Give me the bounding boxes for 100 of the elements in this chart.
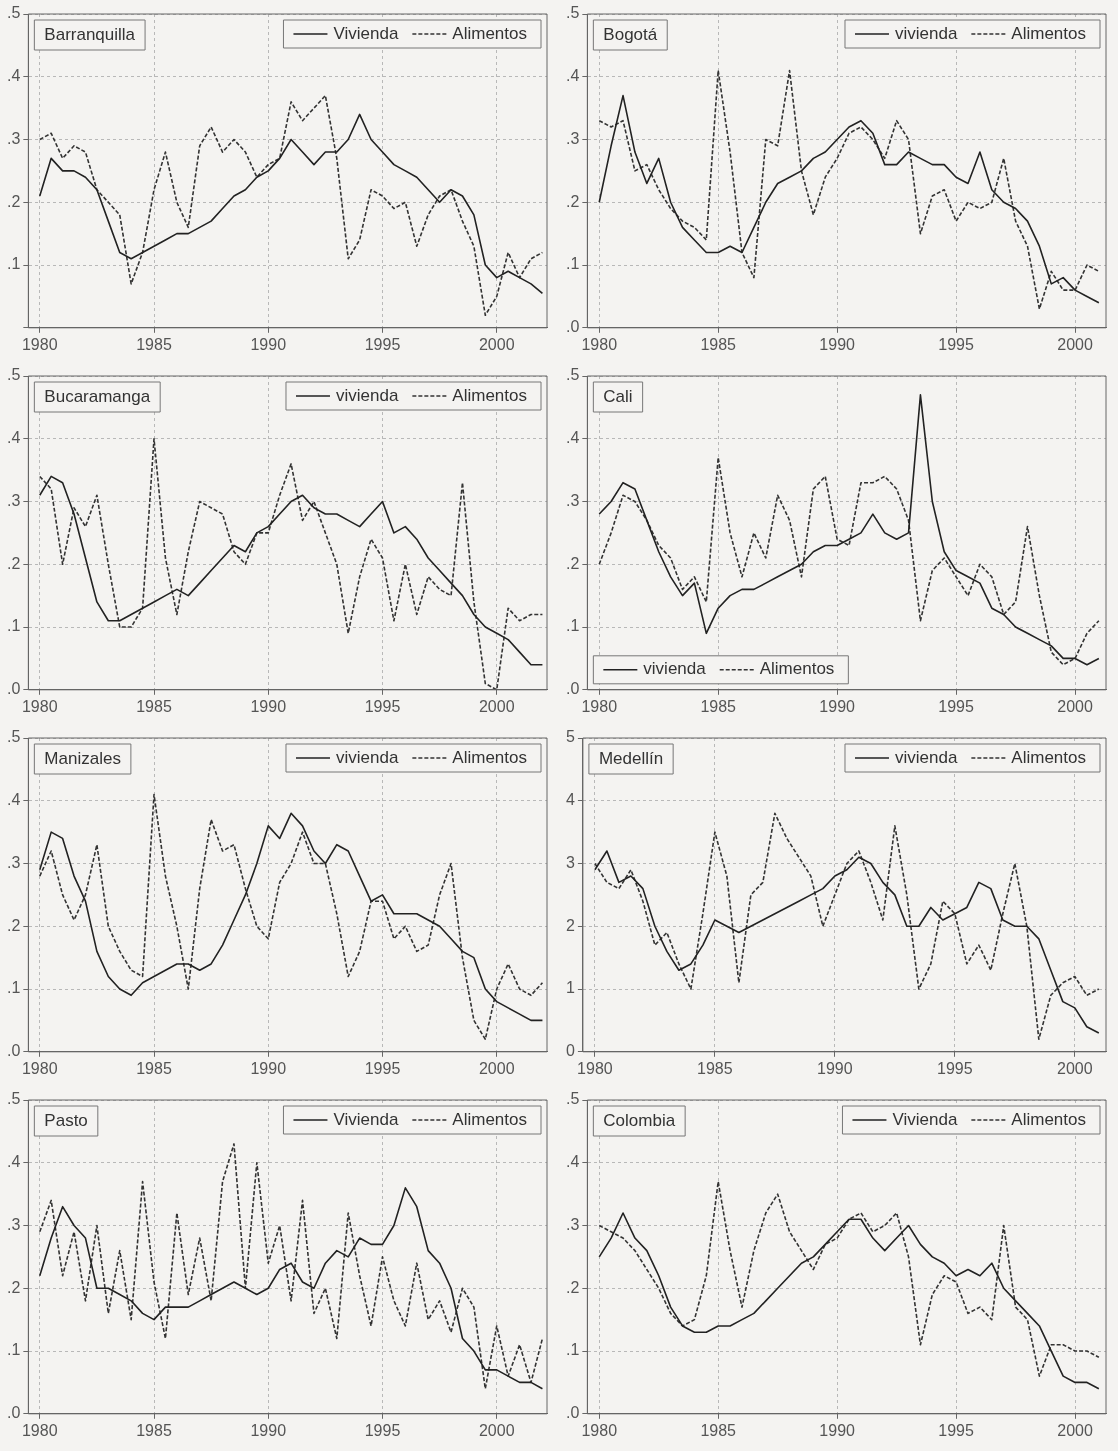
y-tick-label: .5 [7,4,21,22]
x-tick-label: 1980 [21,335,58,353]
line-series [38,793,544,1041]
y-tick-label: .0 [7,680,21,698]
x-tick-label: 1995 [364,1421,401,1439]
x-tick-label: 1990 [817,1059,853,1077]
y-tick-label: 3 [565,853,575,871]
x-tick-label: 1995 [938,1421,975,1439]
x-tick-label: 1995 [937,1059,973,1077]
x-tick-label: 1980 [581,335,618,353]
y-tick-label: .1 [7,617,21,635]
y-tick-label: 2 [565,916,575,934]
y-tick-label: .4 [7,1153,21,1171]
y-tick-label: .4 [566,67,580,85]
legend-label: Alimentos [452,747,527,767]
legend-label: vivienda [894,747,958,767]
text: Barranquilla [44,24,136,44]
legend-label: Alimentos [759,659,835,679]
legend-label: vivienda [894,23,958,43]
y-tick-label: .4 [7,429,21,447]
y-tick-label: .0 [566,318,580,336]
y-tick-label: .1 [7,1341,21,1359]
legend-label: Vivienda [333,1109,399,1129]
y-tick-label: .3 [7,129,21,147]
x-tick-label: 2000 [1057,697,1093,715]
y-tick-label: .4 [566,429,580,447]
y-tick-label: .4 [7,67,21,85]
text: Medellín [598,748,664,768]
x-tick-label: 2000 [1057,335,1093,353]
y-tick-label: .0 [566,680,580,698]
y-tick-label: .5 [7,1090,21,1108]
x-tick-label: 1995 [364,1059,401,1077]
x-tick-label: 1985 [700,335,737,353]
x-tick-label: 1995 [938,697,975,715]
y-tick-label: .2 [7,916,21,934]
text: Manizales [44,748,121,768]
text: Pasto [44,1110,88,1130]
line-series [38,1143,544,1390]
y-tick-label: .3 [7,491,21,509]
text: Cali [603,386,633,406]
x-tick-label: 2000 [478,335,515,353]
legend-label: vivienda [335,747,399,767]
y-tick-label: .1 [7,255,21,273]
y-tick-label: 1 [565,979,575,997]
text: Colombia [603,1110,676,1130]
legend-label: Alimentos [1011,747,1086,767]
x-tick-label: 2000 [1057,1059,1093,1077]
y-tick-label: 4 [565,791,575,809]
x-tick-label: 2000 [478,697,515,715]
y-tick-label: .2 [7,554,21,572]
y-tick-label: .4 [566,1153,580,1171]
line-series [38,437,544,690]
legend-label: Alimentos [452,385,527,405]
x-tick-label: 1990 [250,1421,287,1439]
y-tick-label: .5 [7,366,21,384]
x-tick-label: 1985 [700,1421,737,1439]
y-tick-label: .0 [566,1404,580,1422]
y-tick-label: .0 [7,1042,21,1060]
x-tick-label: 2000 [478,1059,515,1077]
y-tick-label: .0 [7,1404,21,1422]
y-tick-label: .4 [7,791,21,809]
y-tick-label: .1 [566,617,580,635]
y-tick-label: .2 [7,192,21,210]
x-tick-label: 1985 [136,1059,172,1077]
x-tick-label: 1995 [364,697,401,715]
y-tick-label: .2 [7,1278,21,1296]
y-tick-label: .1 [7,979,21,997]
x-tick-label: 1980 [21,1421,58,1439]
y-tick-label: .1 [566,255,580,273]
y-tick-label: .3 [566,491,580,509]
legend-label: Vivienda [333,23,399,43]
y-tick-label: .3 [566,129,580,147]
x-tick-label: 1990 [250,697,287,715]
line-series [598,1180,1100,1377]
x-tick-label: 1980 [577,1059,613,1077]
x-tick-label: 1985 [136,697,172,715]
x-tick-label: 1980 [21,697,58,715]
x-tick-label: 1985 [697,1059,733,1077]
legend-label: Alimentos [1011,1109,1086,1129]
text: Bogotá [603,24,658,44]
x-tick-label: 1995 [364,335,401,353]
y-tick-label: .3 [566,1215,580,1233]
y-tick-label: .5 [566,1090,580,1108]
x-tick-label: 1995 [938,335,975,353]
x-tick-label: 1985 [136,335,172,353]
y-tick-label: .1 [566,1341,580,1359]
x-tick-label: 1990 [250,335,287,353]
legend-label: vivienda [643,659,707,679]
y-tick-label: .5 [7,728,21,746]
x-tick-label: 1990 [250,1059,287,1077]
x-tick-label: 1990 [819,697,856,715]
x-tick-label: 1990 [819,1421,856,1439]
line-series [594,812,1100,1041]
y-tick-label: 0 [565,1042,575,1060]
y-tick-label: .2 [566,554,580,572]
y-tick-label: .3 [7,1215,21,1233]
y-tick-label: 5 [565,728,575,746]
x-tick-label: 2000 [478,1421,515,1439]
y-tick-label: .3 [7,853,21,871]
x-tick-label: 1985 [700,697,737,715]
